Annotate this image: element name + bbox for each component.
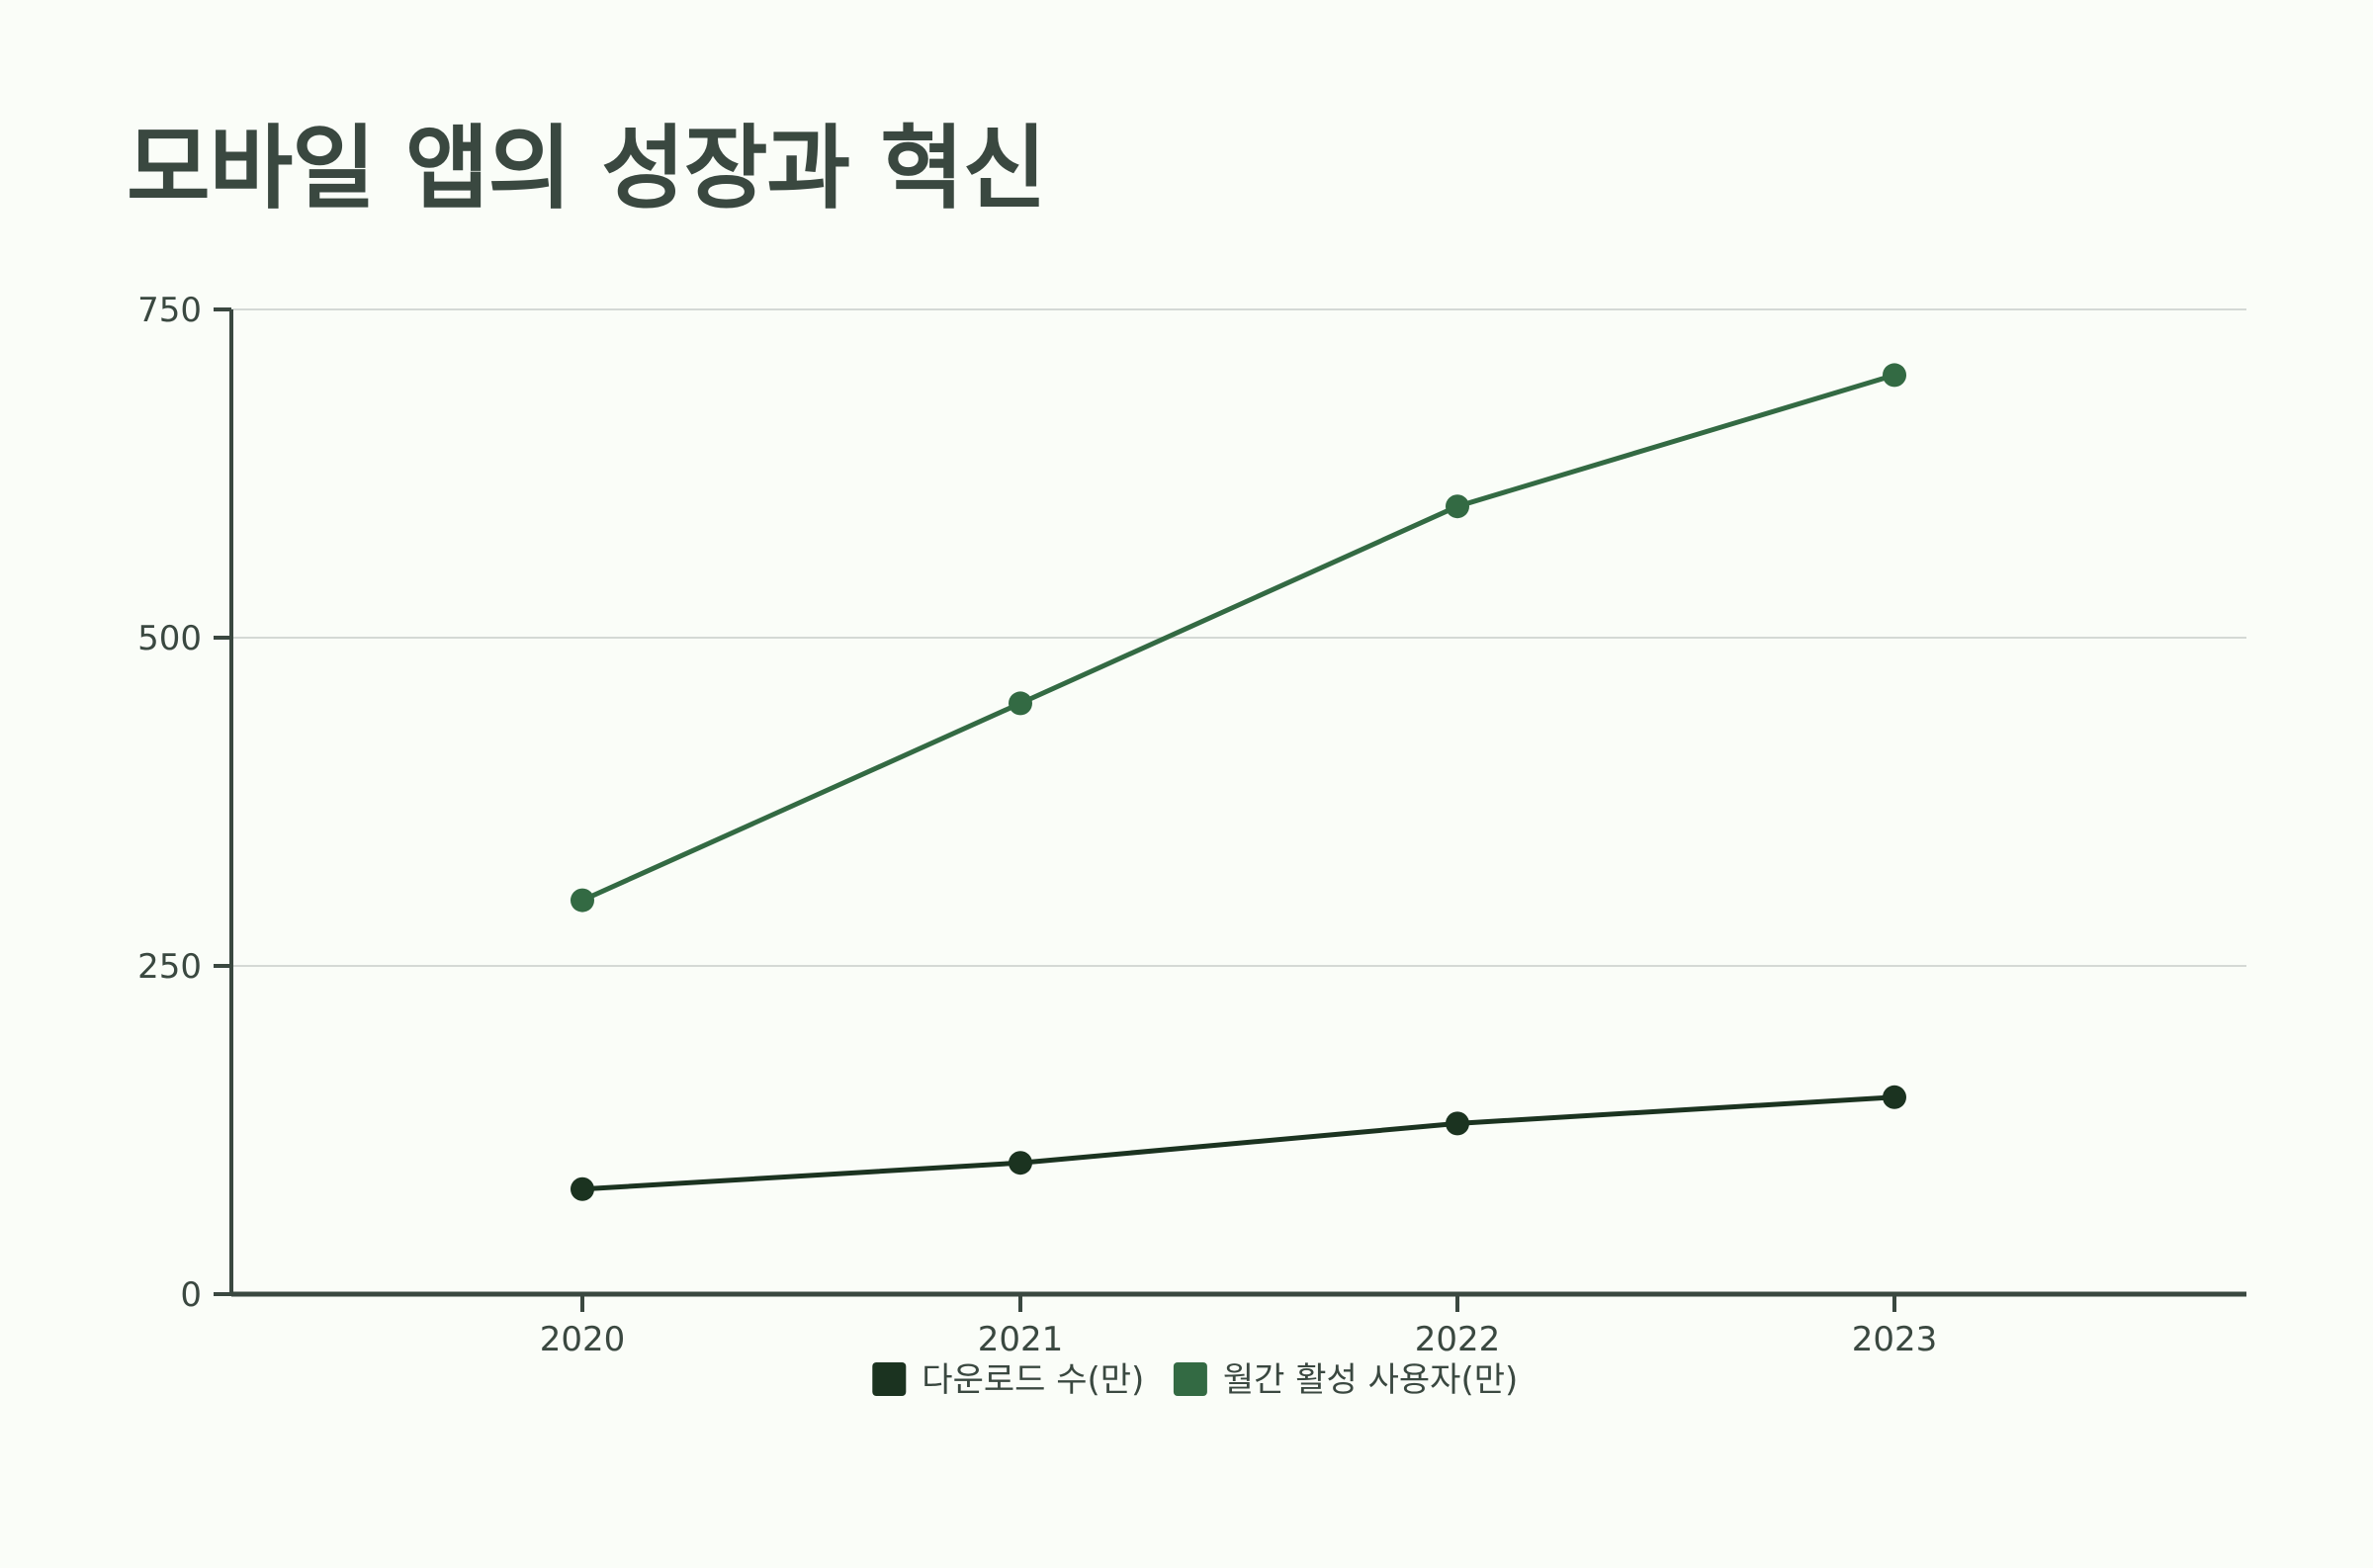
data-point <box>1009 691 1032 716</box>
x-tick-label: 2023 <box>1852 1320 1938 1359</box>
chart-title: 모바일 앱의 성장과 혁신 <box>127 116 1046 221</box>
y-tick-label: 750 <box>137 291 202 330</box>
data-point <box>571 888 594 913</box>
data-point <box>1446 1111 1469 1136</box>
data-point <box>1009 1151 1032 1176</box>
legend: 다운로드 수(만) 월간 활성 사용자(만) <box>872 1360 1518 1400</box>
data-point <box>571 1176 594 1201</box>
series-line-1 <box>581 1094 1895 1192</box>
y-tick-label: 250 <box>137 947 202 987</box>
grid-lines <box>231 308 2246 967</box>
x-tick-label: 2022 <box>1415 1320 1501 1359</box>
series-line-2 <box>580 373 1895 903</box>
data-point <box>1883 1085 1906 1109</box>
y-tick-label: 500 <box>137 619 202 658</box>
x-tick-label: 2020 <box>540 1320 626 1359</box>
data-point <box>1446 494 1469 519</box>
y-tick-label: 0 <box>180 1275 202 1315</box>
legend-label: 월간 활성 사용자(만) <box>1223 1360 1518 1400</box>
series-lines <box>571 363 1906 1201</box>
legend-swatch <box>872 1362 907 1396</box>
legend-swatch <box>1173 1362 1207 1396</box>
legend-label: 다운로드 수(만) <box>922 1360 1144 1400</box>
data-point <box>1883 363 1906 388</box>
axes: 0 250 500 750 2020 2021 2022 2023 <box>137 291 2246 1359</box>
x-tick-label: 2021 <box>978 1320 1064 1359</box>
